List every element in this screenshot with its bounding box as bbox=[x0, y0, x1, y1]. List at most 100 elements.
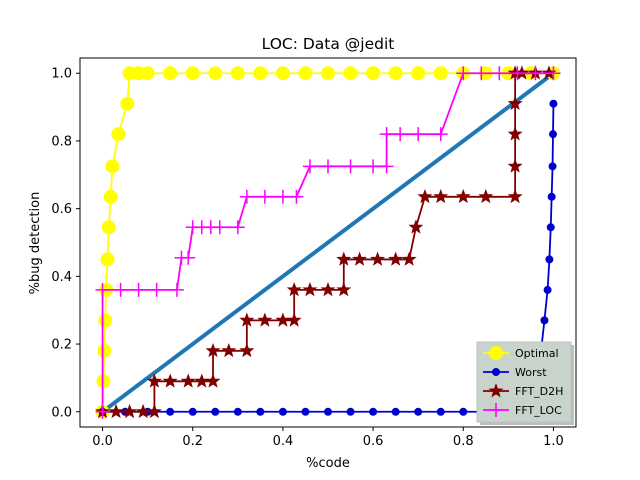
data-point-fft-d2h bbox=[408, 219, 424, 234]
data-point-fft-d2h bbox=[257, 312, 273, 327]
x-tick-label: 0.8 bbox=[453, 434, 474, 449]
legend-label-optimal: Optimal bbox=[515, 347, 559, 360]
data-point-worst bbox=[211, 407, 220, 416]
plot-area bbox=[95, 65, 561, 419]
diagonal-line bbox=[101, 71, 555, 414]
data-point-fft-loc bbox=[366, 159, 381, 174]
data-point-optimal bbox=[230, 66, 245, 81]
data-point-optimal bbox=[388, 66, 403, 81]
data-point-worst bbox=[543, 285, 552, 294]
data-point-fft-loc bbox=[257, 189, 272, 204]
y-tick-label: 0.8 bbox=[51, 134, 72, 149]
data-point-fft-d2h bbox=[239, 342, 255, 358]
data-point-fft-d2h bbox=[507, 126, 523, 141]
data-point-optimal bbox=[101, 220, 116, 235]
data-point-fft-d2h bbox=[417, 188, 433, 204]
data-point-fft-d2h bbox=[239, 312, 255, 327]
x-tick-label: 0.2 bbox=[182, 434, 203, 449]
y-tick-label: 0.4 bbox=[51, 270, 72, 285]
data-point-worst bbox=[301, 407, 310, 416]
series-fft-d2h bbox=[95, 65, 557, 419]
data-point-fft-d2h bbox=[221, 342, 237, 358]
data-point-fft-loc bbox=[474, 66, 489, 81]
data-point-fft-d2h bbox=[336, 282, 352, 297]
data-point-fft-d2h bbox=[336, 251, 352, 266]
data-point-fft-loc bbox=[131, 282, 146, 297]
data-point-fft-d2h bbox=[108, 403, 124, 419]
y-tick-label: 1.0 bbox=[51, 67, 72, 82]
legend-label-fft-loc: FFT_LOC bbox=[515, 404, 562, 417]
data-point-worst bbox=[545, 255, 554, 264]
data-point-worst bbox=[549, 99, 558, 108]
data-point-fft-d2h bbox=[352, 251, 368, 266]
axes-frame bbox=[79, 57, 577, 428]
axes: 0.0 0.2 0.4 0.6 0.8 1.0 0.0 0.2 0.4 0.6 0.8 1.0 bbox=[51, 57, 577, 449]
data-point-fft-loc bbox=[113, 282, 128, 297]
legend: Optimal Worst FFT_D2H FFT_LOC bbox=[476, 341, 574, 425]
plot-series-group bbox=[95, 65, 561, 419]
data-point-fft-loc bbox=[456, 66, 471, 81]
data-point-worst bbox=[256, 407, 265, 416]
data-point-fft-d2h bbox=[286, 282, 302, 297]
data-point-fft-loc bbox=[230, 220, 245, 235]
data-point-fft-loc bbox=[379, 127, 394, 142]
data-point-fft-d2h bbox=[286, 312, 302, 327]
legend-marker-fft-loc bbox=[489, 403, 503, 417]
data-point-optimal bbox=[111, 127, 126, 142]
data-point-optimal bbox=[120, 96, 135, 111]
x-tick-label: 0.4 bbox=[273, 434, 294, 449]
data-point-fft-loc bbox=[411, 127, 426, 142]
data-point-optimal bbox=[433, 66, 448, 81]
y-tick-label: 0.2 bbox=[51, 338, 72, 353]
data-point-fft-loc bbox=[149, 282, 164, 297]
data-point-fft-loc bbox=[379, 159, 394, 174]
data-point-optimal bbox=[253, 66, 268, 81]
data-point-fft-loc bbox=[546, 66, 561, 81]
data-point-fft-loc bbox=[169, 282, 184, 297]
data-point-optimal bbox=[411, 66, 426, 81]
data-point-worst bbox=[436, 407, 445, 416]
data-point-fft-loc bbox=[95, 404, 110, 419]
legend-label-fft-d2h: FFT_D2H bbox=[515, 385, 563, 398]
data-point-fft-d2h bbox=[180, 373, 196, 388]
legend-marker-fft-d2h bbox=[488, 383, 504, 398]
legend-marker-worst bbox=[492, 368, 500, 376]
data-point-fft-loc bbox=[528, 66, 543, 81]
data-point-fft-loc bbox=[289, 189, 304, 204]
data-point-optimal bbox=[98, 313, 113, 328]
data-point-fft-loc bbox=[181, 250, 196, 265]
data-point-fft-loc bbox=[302, 159, 317, 174]
data-point-optimal bbox=[105, 159, 120, 174]
data-point-worst bbox=[540, 316, 549, 325]
data-point-fft-d2h bbox=[507, 158, 523, 173]
data-point-fft-d2h bbox=[205, 342, 221, 358]
data-point-optimal bbox=[275, 66, 290, 81]
x-tick-label: 0.0 bbox=[92, 434, 113, 449]
data-point-worst bbox=[346, 407, 355, 416]
data-point-worst bbox=[391, 407, 400, 416]
data-point-fft-d2h bbox=[507, 95, 523, 111]
series-fft-loc bbox=[95, 66, 561, 419]
data-point-worst bbox=[166, 407, 175, 416]
data-point-optimal bbox=[163, 66, 178, 81]
data-point-optimal bbox=[97, 343, 112, 358]
data-point-worst bbox=[369, 407, 378, 416]
data-point-fft-d2h bbox=[433, 188, 449, 204]
data-point-optimal bbox=[343, 66, 358, 81]
data-point-fft-loc bbox=[321, 159, 335, 174]
data-point-fft-loc bbox=[433, 127, 448, 142]
data-point-worst bbox=[548, 162, 557, 171]
y-tick-label: 0.0 bbox=[51, 405, 72, 420]
data-point-fft-d2h bbox=[205, 373, 221, 388]
data-point-optimal bbox=[100, 252, 115, 267]
data-point-worst bbox=[546, 223, 555, 232]
x-tick-label: 1.0 bbox=[543, 434, 564, 449]
data-point-optimal bbox=[140, 66, 155, 81]
data-point-fft-loc bbox=[239, 189, 254, 204]
data-point-worst bbox=[547, 192, 556, 201]
x-tick-label: 0.6 bbox=[363, 434, 384, 449]
data-point-worst bbox=[188, 407, 197, 416]
data-point-optimal bbox=[208, 66, 223, 81]
data-point-fft-d2h bbox=[507, 188, 523, 204]
